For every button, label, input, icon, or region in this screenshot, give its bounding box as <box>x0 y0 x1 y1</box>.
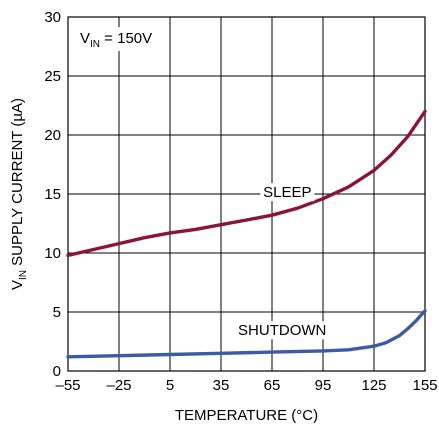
x-tick-label: –25 <box>106 377 131 394</box>
y-tick-label: 10 <box>44 245 61 262</box>
plot-frame <box>67 16 426 372</box>
series-label: SLEEP <box>263 184 311 201</box>
y-axis-label-subscript: IN <box>18 270 29 280</box>
series-line-sleep <box>66 109 427 258</box>
x-tick-label: 5 <box>166 377 174 394</box>
x-tick-label: 95 <box>315 377 332 394</box>
series-label-background <box>240 321 324 340</box>
grid <box>68 17 425 371</box>
input-voltage-annotation-text: VIN = 150V <box>80 30 152 50</box>
x-tick-label: –55 <box>55 377 80 394</box>
x-ticks: –55 –25 5 35 65 95 125 155 <box>55 377 437 394</box>
annotation-prefix: V <box>80 30 90 47</box>
series-line-shutdown <box>66 309 427 359</box>
x-tick-label: 35 <box>213 377 230 394</box>
y-tick-label: 5 <box>53 304 61 321</box>
annotation-subscript: IN <box>90 39 100 50</box>
y-tick-label: 15 <box>44 186 61 203</box>
x-axis-label: TEMPERATURE (°C) <box>175 407 318 424</box>
y-axis-label-suffix: SUPPLY CURRENT (µA) <box>9 98 26 270</box>
series-label-background <box>260 183 315 202</box>
series-layer <box>66 109 427 359</box>
x-tick-label: 155 <box>412 377 437 394</box>
y-tick-label: 30 <box>44 9 61 26</box>
y-tick-label: 20 <box>44 127 61 144</box>
y-tick-label: 0 <box>53 363 61 380</box>
y-tick-label: 25 <box>44 68 61 85</box>
input-voltage-annotation: VIN = 150V <box>76 27 160 51</box>
series-labels: SLEEP SHUTDOWN <box>238 183 326 340</box>
annotation-background <box>76 27 160 51</box>
x-tick-label: 125 <box>361 377 386 394</box>
series-label: SHUTDOWN <box>238 322 326 339</box>
y-axis-label-prefix: V <box>9 280 26 290</box>
x-tick-label: 65 <box>264 377 281 394</box>
y-axis-label: VIN SUPPLY CURRENT (µA) <box>9 98 29 290</box>
annotation-suffix: = 150V <box>100 30 152 47</box>
y-ticks: 0 5 10 15 20 25 30 <box>44 9 61 380</box>
